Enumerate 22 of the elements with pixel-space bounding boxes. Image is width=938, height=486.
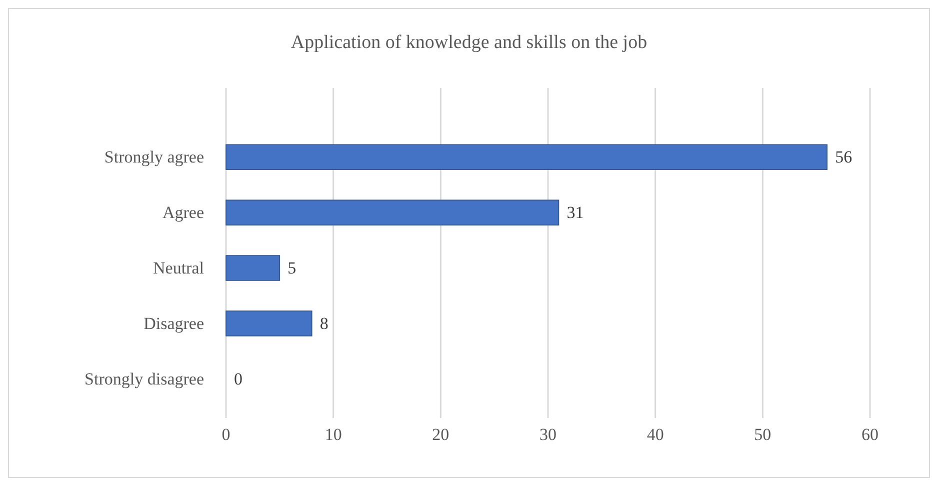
data-label: 0 (234, 369, 242, 388)
x-tick-label: 60 (862, 425, 878, 444)
bar (226, 200, 560, 226)
x-tick-label: 10 (324, 425, 342, 444)
x-tick-label: 0 (222, 425, 230, 444)
y-tick-label: Disagree (144, 314, 204, 333)
data-label: 5 (288, 258, 296, 278)
data-label: 31 (566, 203, 584, 222)
bar (226, 255, 280, 281)
y-tick-label: Neutral (153, 258, 204, 278)
bar (226, 144, 828, 170)
data-label: 8 (320, 314, 328, 333)
data-label: 56 (835, 148, 852, 167)
x-tick-label: 50 (754, 425, 772, 444)
y-tick-label: Strongly agree (104, 148, 204, 167)
bar (226, 310, 312, 336)
chart-title: Application of knowledge and skills on the job (290, 32, 648, 53)
x-tick-label: 30 (540, 425, 556, 444)
x-tick-label: 40 (646, 425, 664, 444)
y-tick-label: Strongly disagree (84, 369, 204, 388)
y-tick-label: Agree (162, 203, 204, 222)
x-tick-label: 20 (432, 425, 450, 444)
